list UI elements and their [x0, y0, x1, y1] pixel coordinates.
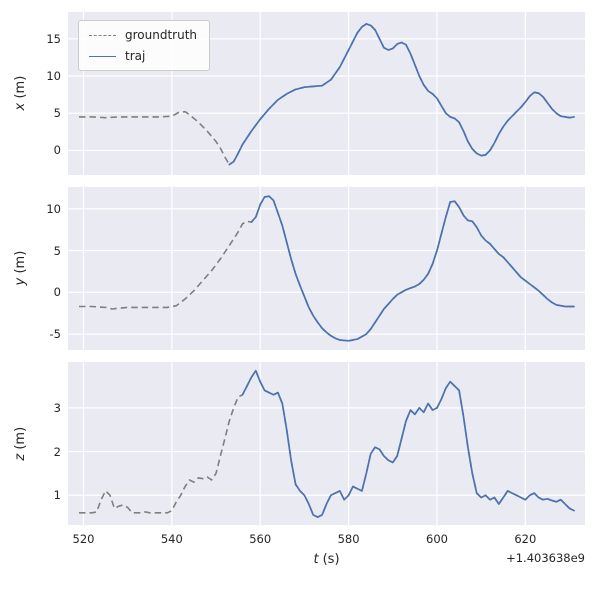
axis-offset-text: +1.403638e9 — [506, 551, 585, 565]
plot-area-y — [68, 187, 585, 350]
y-tick-label: 0 — [53, 143, 61, 158]
legend-label: groundtruth — [125, 28, 198, 42]
x-tick-label: 580 — [337, 532, 360, 546]
y-tick-label: 0 — [53, 285, 61, 300]
y-tick-label: 1 — [53, 488, 61, 503]
x-tick-label: 560 — [249, 532, 272, 546]
y-tick-label: 10 — [46, 201, 61, 216]
x-tick-label: 620 — [514, 532, 537, 546]
legend-item-traj: traj — [89, 49, 197, 63]
y-tick-label: 5 — [53, 243, 61, 258]
dashed-line-sample-icon — [89, 34, 116, 36]
x-tick-label: 540 — [160, 532, 183, 546]
subplot-y: y(m) -5 0 5 10 — [13, 187, 585, 350]
x-tick-label: 520 — [72, 532, 95, 546]
y-axis-label-z: z(m) — [12, 426, 28, 461]
y-tick-label: 3 — [53, 400, 61, 415]
y-tick-label: 5 — [53, 106, 61, 121]
y-axis-label-x: x(m) — [12, 76, 28, 111]
legend-label: traj — [125, 49, 146, 63]
x-tick-label: 600 — [426, 532, 448, 546]
plot-area-x — [68, 12, 585, 175]
x-axis-label: t (s) — [313, 552, 340, 567]
solid-line-sample-icon — [89, 55, 116, 57]
y-tick-label: 15 — [46, 31, 61, 46]
legend: groundtruth traj — [78, 20, 211, 71]
subplot-x: x(m) groundtruth traj 0 5 10 15 — [13, 12, 585, 175]
y-axis-label-y: y(m) — [12, 251, 28, 286]
plot-area-z — [68, 362, 585, 525]
subplot-z: z(m) 1 2 3 520 540 560 580 600 620 — [13, 362, 585, 546]
y-tick-label: 10 — [46, 69, 61, 83]
y-tick-label: 2 — [53, 444, 61, 459]
y-tick-label: -5 — [49, 327, 61, 342]
legend-item-groundtruth: groundtruth — [89, 28, 197, 42]
